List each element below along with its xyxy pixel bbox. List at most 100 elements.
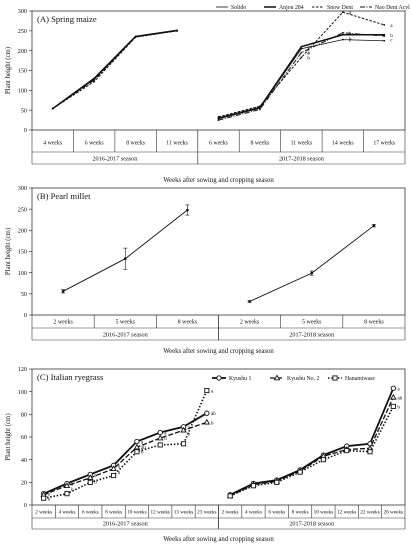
x-tick-label: 4 weeks bbox=[59, 509, 76, 515]
y-tick-label: 0 bbox=[24, 127, 27, 134]
significance-letter: a bbox=[307, 51, 310, 57]
significance-letter: b bbox=[118, 470, 121, 476]
y-tick-label: 0 bbox=[24, 312, 27, 319]
y-tick-label: 120 bbox=[18, 366, 27, 373]
data-point-snow-dent bbox=[341, 11, 344, 14]
marker-kyushu-no-2 bbox=[203, 418, 211, 425]
y-tick-label: 50 bbox=[21, 107, 27, 114]
data-point-nao-dent-acyl bbox=[341, 31, 344, 34]
data-point-nao-dent-acyl bbox=[217, 119, 220, 121]
panel-title: (B) Pearl millet bbox=[37, 191, 91, 201]
series-line-snow-dent bbox=[218, 11, 385, 118]
marker-hanamiwase bbox=[320, 457, 326, 463]
significance-letter: a bbox=[48, 492, 51, 498]
series-line-b-pearl-millet bbox=[249, 225, 375, 302]
marker-hanamiwase bbox=[250, 483, 257, 489]
panel-title: (C) Italian ryegrass bbox=[37, 372, 104, 382]
marker-hanamiwase bbox=[367, 449, 373, 455]
x-tick-label: 2 weeks bbox=[35, 509, 52, 515]
legend-label-kyushu-1: Kyushu 1 bbox=[229, 376, 251, 382]
y-tick-label: 40 bbox=[21, 457, 27, 464]
significance-letter: a bbox=[307, 45, 310, 51]
significance-letter: a bbox=[141, 440, 144, 446]
marker-hanamiwase bbox=[41, 495, 47, 501]
marker-hanamiwase bbox=[180, 441, 187, 447]
legend-label-anjou-284: Anjou 284 bbox=[279, 5, 304, 11]
x-tick-label: 8 weeks bbox=[292, 509, 309, 515]
x-axis-label: Weeks after sowing and cropping season bbox=[163, 177, 274, 184]
marker-hanamiwase bbox=[344, 448, 350, 454]
y-tick-label: 60 bbox=[21, 434, 27, 441]
legend-label-nao-dent-acyl: Nao Dent Acyl bbox=[375, 5, 410, 11]
marker-hanamiwase bbox=[274, 479, 280, 485]
y-tick-label: 250 bbox=[18, 206, 27, 213]
x-tick-label: 4 weeks bbox=[43, 140, 63, 146]
significance-letter: c bbox=[390, 37, 393, 43]
marker-hanamiwase bbox=[204, 387, 210, 394]
marker-kyushu-1 bbox=[216, 375, 222, 381]
season-label: 2016-2017 season bbox=[103, 521, 148, 528]
panel-spring-maize: 0 50 100 150 200 250 300 Plant height (cm) (A) S… bbox=[5, 5, 410, 184]
marker-hanamiwase bbox=[134, 449, 140, 455]
significance-letter: a bbox=[188, 425, 191, 431]
x-tick-label: 6 weeks bbox=[82, 509, 99, 515]
data-point-nao-dent-acyl bbox=[51, 107, 54, 110]
y-tick-label: 100 bbox=[18, 88, 27, 95]
plot-frame bbox=[31, 10, 406, 131]
y-tick-label: 300 bbox=[18, 185, 27, 192]
x-axis-label: Weeks after sowing and cropping season bbox=[163, 536, 274, 543]
marker-kyushu-no-2 bbox=[180, 426, 187, 433]
legend: Solido Anjou 284 Snow Dent Nao Dent Acyl bbox=[216, 5, 410, 11]
y-tick-label: 200 bbox=[18, 48, 27, 55]
significance-letter: a bbox=[390, 23, 393, 29]
data-point-snow-dent bbox=[383, 23, 386, 26]
data-point bbox=[248, 300, 251, 303]
x-tick-label: 2 weeks bbox=[53, 319, 73, 325]
significance-letter: b bbox=[349, 36, 352, 42]
significance-letter: ab bbox=[397, 395, 402, 401]
x-tick-label: 17 weeks bbox=[373, 140, 395, 146]
data-point-anjou-284 bbox=[341, 33, 344, 36]
x-tick-label: 8 weeks bbox=[126, 140, 146, 146]
significance-letter: b bbox=[141, 450, 144, 456]
data-point bbox=[186, 208, 189, 212]
data-point-nao-dent-acyl bbox=[134, 35, 137, 38]
significance-letter: a bbox=[164, 430, 167, 436]
marker-hanamiwase bbox=[87, 479, 93, 485]
x-axis-label: Weeks after sowing and cropping season bbox=[163, 348, 274, 355]
y-tick-label: 100 bbox=[18, 270, 27, 277]
season-label: 2017-2018 season bbox=[289, 521, 334, 528]
significance-letter: b bbox=[94, 479, 97, 485]
data-point-snow-dent bbox=[259, 105, 261, 108]
data-point-solido bbox=[341, 38, 344, 41]
season-label: 2016-2017 season bbox=[92, 155, 137, 162]
data-point-nao-dent-acyl bbox=[259, 108, 261, 111]
marker-kyushu-no-2 bbox=[273, 374, 281, 381]
significance-letter: a bbox=[118, 463, 121, 469]
x-tick-label: 8 weeks bbox=[178, 319, 198, 325]
significance-letter: ab bbox=[141, 445, 146, 451]
significance-letter: b bbox=[390, 33, 393, 39]
plot-frame bbox=[31, 187, 406, 316]
series-line-nao-dent-acyl bbox=[218, 32, 385, 121]
y-tick-label: 0 bbox=[24, 502, 27, 509]
marker-kyushu-no-2 bbox=[133, 443, 141, 450]
series-line-kyushu-1 bbox=[43, 412, 208, 495]
marker-hanamiwase bbox=[111, 472, 117, 479]
significance-letter: a bbox=[94, 472, 97, 478]
x-tick-label: 22 weeks bbox=[360, 509, 379, 515]
marker-hanamiwase bbox=[297, 469, 303, 475]
data-point-snow-dent bbox=[217, 116, 220, 118]
marker-kyushu-1 bbox=[157, 429, 163, 436]
data-point-nao-dent-acyl bbox=[383, 35, 386, 37]
data-point-nao-dent-acyl bbox=[176, 29, 178, 32]
x-tick-label: 13 weeks bbox=[174, 509, 193, 515]
x-tick-label: 6 weeks bbox=[85, 140, 105, 146]
x-tick-label: 8 weeks bbox=[105, 509, 122, 515]
marker-hanamiwase bbox=[332, 375, 338, 381]
x-tick-label: 23 weeks bbox=[197, 509, 216, 515]
season-label: 2017-2018 season bbox=[279, 155, 324, 162]
marker-kyushu-no-2 bbox=[390, 393, 397, 400]
y-axis-label: Plant height (cm) bbox=[5, 228, 12, 275]
